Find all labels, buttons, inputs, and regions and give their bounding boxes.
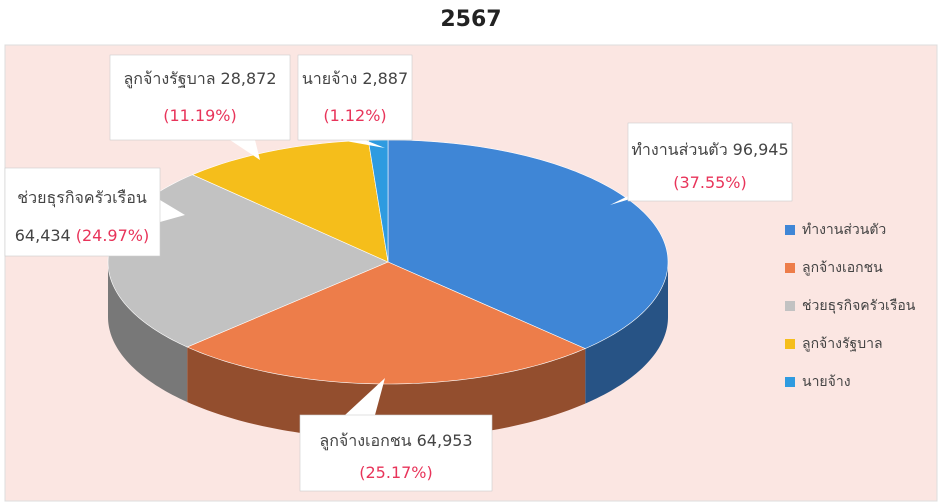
data-label: นายจ้าง 2,887 <box>302 69 408 88</box>
data-label: (37.55%) <box>673 173 747 192</box>
legend-label: ช่วยธุรกิจครัวเรือน <box>802 298 916 314</box>
percent-label: (11.19%) <box>163 106 237 125</box>
legend-swatch <box>785 225 795 235</box>
value-label: 2,887 <box>362 69 408 88</box>
data-label: (1.12%) <box>323 106 386 125</box>
chart-title: 2567 <box>440 7 501 32</box>
data-label: (25.17%) <box>359 463 433 482</box>
data-label-box <box>299 414 493 492</box>
category-label: ลูกจ้างเอกชน <box>319 431 411 451</box>
data-label: 64,434 (24.97%) <box>15 226 149 245</box>
data-label: ลูกจ้างรัฐบาล 28,872 <box>123 69 276 89</box>
value-label: 28,872 <box>221 69 277 88</box>
slice <box>191 139 389 263</box>
callout-pointer <box>340 140 385 148</box>
legend-swatch <box>785 301 795 311</box>
data-label: (11.19%) <box>163 106 237 125</box>
percent-label: (1.12%) <box>323 106 386 125</box>
value-label: 96,945 <box>733 140 789 159</box>
slice-side <box>108 262 188 403</box>
callout-pointer <box>160 200 185 222</box>
value-label: 64,953 <box>417 431 473 450</box>
callout-pointer <box>345 378 385 415</box>
data-label-box <box>297 54 413 141</box>
legend-label: นายจ้าง <box>802 374 851 390</box>
category-label: ช่วยธุรกิจครัวเรือน <box>17 188 147 208</box>
callout-pointer <box>230 140 260 160</box>
legend-swatch <box>785 377 795 387</box>
percent-label: (25.17%) <box>359 463 433 482</box>
slice <box>387 139 669 349</box>
data-label-box <box>4 167 161 257</box>
legend-label: ทำงานส่วนตัว <box>802 222 886 238</box>
legend-swatch <box>785 339 795 349</box>
legend-label: ลูกจ้างรัฐบาล <box>802 336 883 352</box>
percent-label: (24.97%) <box>76 226 150 245</box>
legend-label: ลูกจ้างเอกชน <box>802 260 883 276</box>
category-label: นายจ้าง <box>302 69 357 88</box>
percent-label: (37.55%) <box>673 173 747 192</box>
category-label: ลูกจ้างรัฐบาล <box>123 69 215 89</box>
slice-side <box>585 262 668 404</box>
data-label-box <box>627 122 793 202</box>
slice <box>186 261 586 385</box>
legend-swatch <box>785 263 795 273</box>
data-label: ช่วยธุรกิจครัวเรือน <box>17 188 147 208</box>
data-label: ทำงานส่วนตัว 96,945 <box>631 140 788 159</box>
value-label: 64,434 <box>15 226 71 245</box>
data-label-box <box>109 54 291 141</box>
data-label: ลูกจ้างเอกชน 64,953 <box>319 431 472 451</box>
category-label: ทำงานส่วนตัว <box>631 140 727 159</box>
